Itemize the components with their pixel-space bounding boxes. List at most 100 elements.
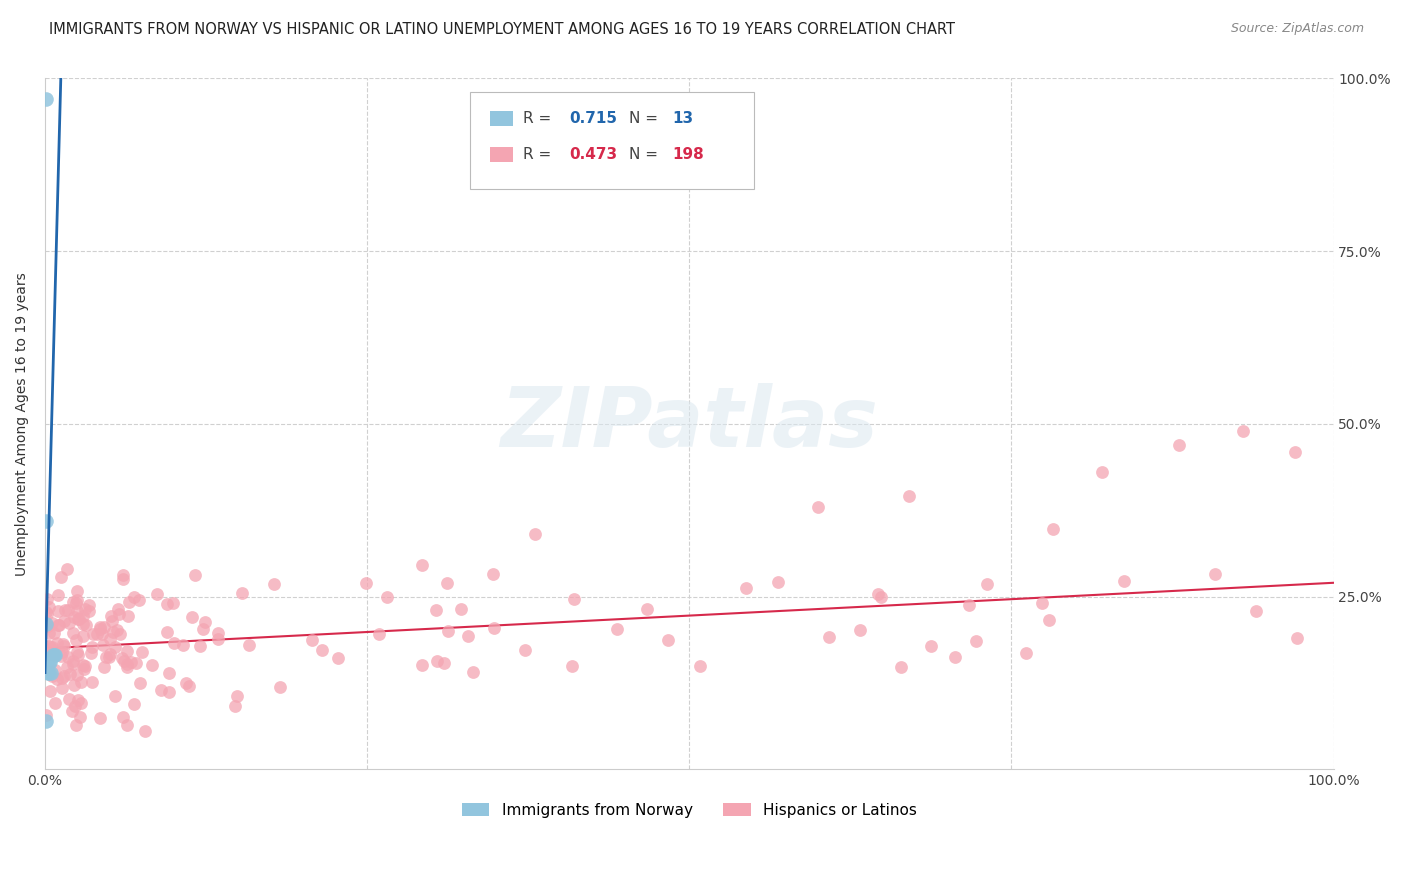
Point (46, 672, 69, 686)
Point (174, 676, 197, 690)
Point (38, 665, 60, 680)
Point (807, 500, 830, 514)
Point (97, 650, 120, 665)
Point (482, 621, 505, 635)
Point (207, 625, 229, 640)
Point (41, 665, 63, 680)
Point (188, 639, 211, 653)
Point (86, 627, 108, 641)
Point (356, 576, 378, 591)
Point (59, 666, 82, 681)
Point (890, 660, 912, 674)
Point (72, 616, 94, 631)
Point (89, 622, 111, 636)
Point (111, 650, 134, 665)
Point (69, 697, 91, 711)
Point (91, 638, 114, 652)
Point (263, 576, 285, 591)
Point (77, 604, 100, 618)
Point (1112, 574, 1135, 589)
Text: 0.473: 0.473 (569, 147, 617, 162)
Text: 0.715: 0.715 (569, 111, 617, 126)
Point (689, 659, 711, 673)
Point (766, 574, 789, 589)
Point (98, 647, 121, 661)
Point (80, 647, 103, 661)
Text: Source: ZipAtlas.com: Source: ZipAtlas.com (1230, 22, 1364, 36)
Point (156, 625, 179, 640)
Point (38, 625, 60, 640)
Point (63, 699, 86, 714)
Point (183, 567, 205, 582)
Point (111, 709, 134, 723)
Point (96, 649, 118, 664)
Point (73, 662, 96, 676)
Point (115, 660, 138, 674)
Point (107, 602, 129, 616)
Point (411, 658, 433, 673)
Point (62, 678, 84, 692)
Point (37, 619, 59, 633)
Text: 13: 13 (672, 111, 693, 126)
Point (62, 654, 84, 668)
Point (100, 609, 122, 624)
Point (67, 612, 90, 626)
Point (48, 618, 70, 632)
Point (42, 648, 65, 663)
Point (62, 595, 84, 609)
Point (67, 693, 90, 707)
Point (226, 689, 249, 703)
Point (377, 591, 399, 605)
Point (41, 646, 63, 660)
Point (53, 669, 76, 683)
Point (104, 640, 127, 654)
Point (41, 640, 63, 655)
Point (122, 590, 145, 604)
Point (39, 655, 62, 669)
Point (41, 615, 63, 630)
Point (1204, 566, 1226, 581)
Text: R =: R = (523, 111, 557, 126)
Point (433, 656, 456, 670)
Point (231, 585, 253, 599)
Point (120, 655, 142, 669)
Point (450, 602, 472, 616)
Point (69, 710, 91, 724)
Point (77, 598, 100, 612)
Point (41, 641, 63, 656)
Point (437, 624, 460, 639)
Point (523, 527, 546, 541)
Point (38, 599, 60, 614)
Point (162, 596, 184, 610)
Point (93, 620, 115, 634)
Point (943, 649, 966, 664)
Point (870, 591, 893, 605)
Point (89, 619, 111, 633)
Y-axis label: Unemployment Among Ages 16 to 19 years: Unemployment Among Ages 16 to 19 years (15, 272, 30, 575)
Point (66, 668, 89, 682)
Point (37, 639, 59, 653)
Point (107, 607, 129, 621)
Point (134, 723, 156, 738)
Point (1014, 646, 1036, 660)
Text: 198: 198 (672, 147, 704, 162)
Text: N =: N = (628, 147, 662, 162)
Point (56, 562, 79, 576)
Point (115, 657, 138, 672)
Point (35, 605, 58, 619)
Point (37, 592, 59, 607)
Point (482, 567, 505, 582)
Point (110, 627, 132, 641)
FancyBboxPatch shape (470, 92, 754, 189)
Point (117, 609, 139, 624)
Point (560, 658, 582, 673)
Point (62, 610, 84, 624)
Point (62, 625, 84, 640)
Point (91, 627, 114, 641)
Point (72, 629, 94, 643)
Point (56, 603, 79, 617)
Point (72, 608, 94, 623)
Point (150, 682, 173, 697)
Point (48, 588, 70, 602)
Text: IMMIGRANTS FROM NORWAY VS HISPANIC OR LATINO UNEMPLOYMENT AMONG AGES 16 TO 19 YE: IMMIGRANTS FROM NORWAY VS HISPANIC OR LA… (49, 22, 955, 37)
